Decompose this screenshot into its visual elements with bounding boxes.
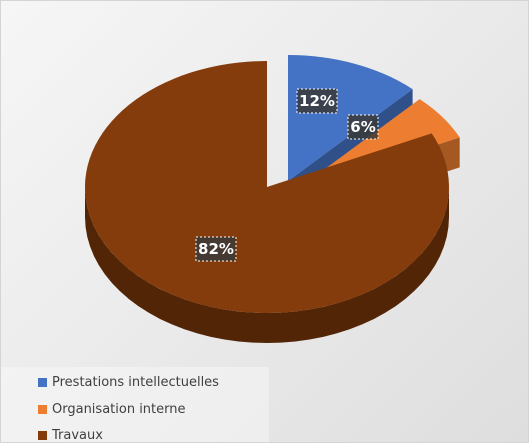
- data-label-box-travaux: [195, 236, 237, 262]
- data-label-box-organisation-interne: [347, 114, 379, 140]
- data-label-travaux: 82%: [195, 236, 237, 262]
- legend-label-organisation-interne: Organisation interne: [52, 402, 186, 417]
- data-label-text-travaux: 82%: [198, 240, 234, 258]
- legend-swatch-organisation-interne: [38, 405, 47, 414]
- legend-item-travaux: Travaux: [38, 428, 103, 443]
- data-label-box-prestations-intellectuelles: [296, 88, 338, 114]
- data-label-text-prestations-intellectuelles: 12%: [299, 92, 335, 110]
- legend-item-prestations-intellectuelles: Prestations intellectuelles: [38, 375, 219, 390]
- data-label-organisation-interne: 6%: [347, 114, 379, 140]
- pie-slice-side-travaux: [85, 187, 449, 343]
- legend-swatch-travaux: [38, 431, 47, 440]
- legend-label-travaux: Travaux: [52, 428, 103, 443]
- pie-slice-travaux: [85, 61, 450, 314]
- legend-label-prestations-intellectuelles: Prestations intellectuelles: [52, 375, 219, 390]
- legend-item-organisation-interne: Organisation interne: [38, 402, 186, 417]
- data-label-prestations-intellectuelles: 12%: [296, 88, 338, 114]
- data-label-text-organisation-interne: 6%: [350, 118, 375, 136]
- legend: Prestations intellectuelles Organisation…: [1, 367, 269, 443]
- legend-swatch-prestations-intellectuelles: [38, 378, 47, 387]
